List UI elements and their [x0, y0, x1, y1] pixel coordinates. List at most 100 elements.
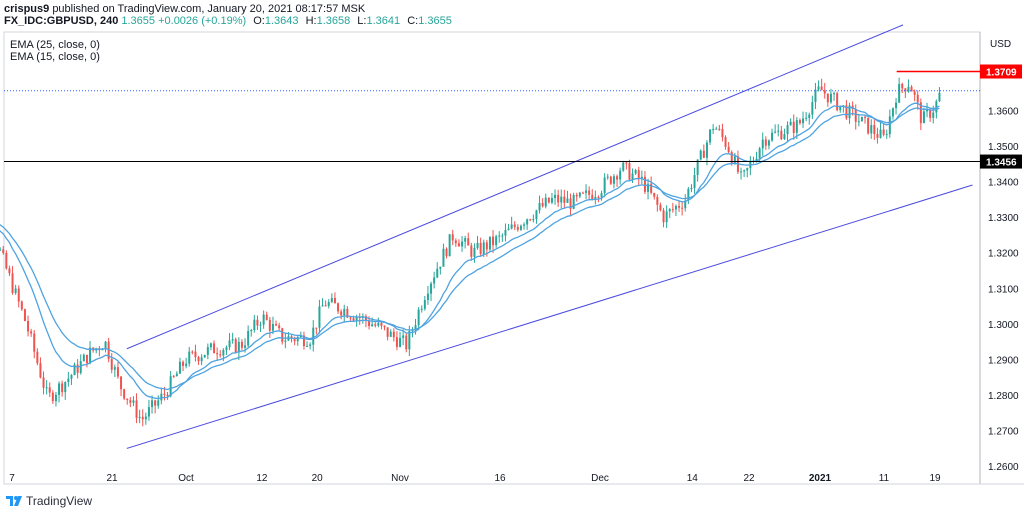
candle-up: [0, 249, 2, 251]
candle-up: [355, 317, 358, 321]
candle-up: [712, 128, 715, 130]
candle-up: [507, 228, 510, 231]
candle-down: [516, 227, 519, 230]
candle-up: [647, 183, 650, 192]
time-tick-label: 2021: [809, 473, 832, 484]
candle-up: [306, 346, 309, 348]
candle-up: [138, 416, 141, 418]
candle-down: [392, 331, 395, 338]
close-value: 1.3655: [418, 15, 452, 27]
candle-up: [693, 175, 696, 188]
candle-up: [436, 268, 439, 278]
channel-lower-line[interactable]: [126, 184, 973, 449]
candle-down: [637, 170, 640, 179]
candle-up: [783, 134, 786, 140]
candle-up: [777, 130, 780, 132]
candle-down: [910, 86, 913, 92]
candle-up: [473, 247, 476, 257]
candle-down: [219, 354, 222, 356]
candle-up: [687, 188, 690, 201]
candle-down: [364, 316, 367, 322]
indicator-ema-25[interactable]: EMA (25, close, 0): [10, 39, 100, 51]
candle-up: [755, 158, 758, 161]
candle-down: [792, 121, 795, 133]
candle-up: [247, 331, 250, 346]
candle-down: [864, 116, 867, 118]
candle-up: [709, 129, 712, 143]
candle-down: [216, 353, 219, 355]
currency-label[interactable]: USD: [990, 39, 1011, 50]
candle-up: [519, 225, 522, 230]
candle-up: [498, 235, 501, 237]
candle-up: [151, 400, 154, 408]
candle-down: [671, 209, 674, 211]
time-tick-label: 16: [494, 473, 506, 484]
price-tick-label: 1.3500: [988, 142, 1019, 153]
candle-up: [833, 93, 836, 95]
candle-up: [684, 200, 687, 209]
candle-down: [876, 134, 879, 138]
candle-down: [702, 150, 705, 158]
candle-up: [938, 92, 941, 102]
candle-down: [659, 204, 662, 211]
indicator-list: EMA (25, close, 0) EMA (15, close, 0): [10, 39, 100, 63]
author-name[interactable]: crispus9: [4, 3, 50, 15]
channel-upper-line[interactable]: [126, 24, 904, 350]
candle-up: [554, 194, 557, 199]
tradingview-brand[interactable]: TradingView: [26, 494, 93, 508]
ema-25-line[interactable]: [0, 107, 940, 391]
candle-up: [612, 176, 615, 184]
candle-up: [464, 238, 467, 242]
resistance-price-badge: [980, 64, 1022, 79]
candle-up: [73, 364, 76, 376]
candle-down: [380, 323, 383, 326]
time-tick-label: 19: [929, 473, 941, 484]
candle-down: [656, 196, 659, 205]
candle-up: [371, 324, 374, 327]
indicator-ema-15[interactable]: EMA (15, close, 0): [10, 51, 100, 63]
candle-up: [774, 131, 777, 133]
candle-up: [879, 129, 882, 138]
price-tick-label: 1.2600: [988, 462, 1019, 473]
candle-up: [209, 343, 212, 348]
candle-up: [817, 86, 820, 90]
symbol-name[interactable]: FX_IDC:GBPUSD, 240: [4, 15, 119, 27]
candle-down: [557, 194, 560, 203]
candle-down: [126, 398, 129, 401]
candle-up: [58, 383, 61, 395]
candle-up: [665, 211, 668, 223]
candle-up: [169, 376, 172, 397]
candle-up: [14, 288, 17, 293]
price-tick-label: 1.3300: [988, 213, 1019, 224]
candle-up: [532, 219, 535, 221]
candle-up: [907, 86, 910, 92]
candle-down: [240, 341, 243, 348]
last-price-value: 1.3655: [121, 15, 156, 27]
candle-down: [349, 317, 352, 319]
ema-15-line[interactable]: [0, 102, 940, 400]
candle-down: [836, 93, 839, 111]
candle-up: [160, 393, 163, 401]
candle-down: [172, 376, 175, 378]
candle-up: [70, 375, 73, 379]
candle-down: [135, 400, 138, 418]
candle-down: [798, 120, 801, 124]
price-tick-label: 1.2800: [988, 391, 1019, 402]
candle-down: [485, 242, 488, 250]
candle-down: [575, 194, 578, 197]
candle-down: [662, 210, 665, 223]
candle-up: [113, 367, 116, 370]
candle-up: [808, 114, 811, 118]
candle-up: [898, 83, 901, 103]
candle-up: [891, 108, 894, 117]
candle-up: [758, 148, 761, 159]
candle-down: [268, 319, 271, 331]
candle-down: [492, 236, 495, 246]
candle-up: [225, 347, 228, 350]
candle-down: [120, 376, 123, 390]
candle-down: [588, 190, 591, 195]
candle-down: [256, 319, 259, 326]
candle-up: [740, 171, 743, 173]
candle-up: [811, 102, 814, 115]
